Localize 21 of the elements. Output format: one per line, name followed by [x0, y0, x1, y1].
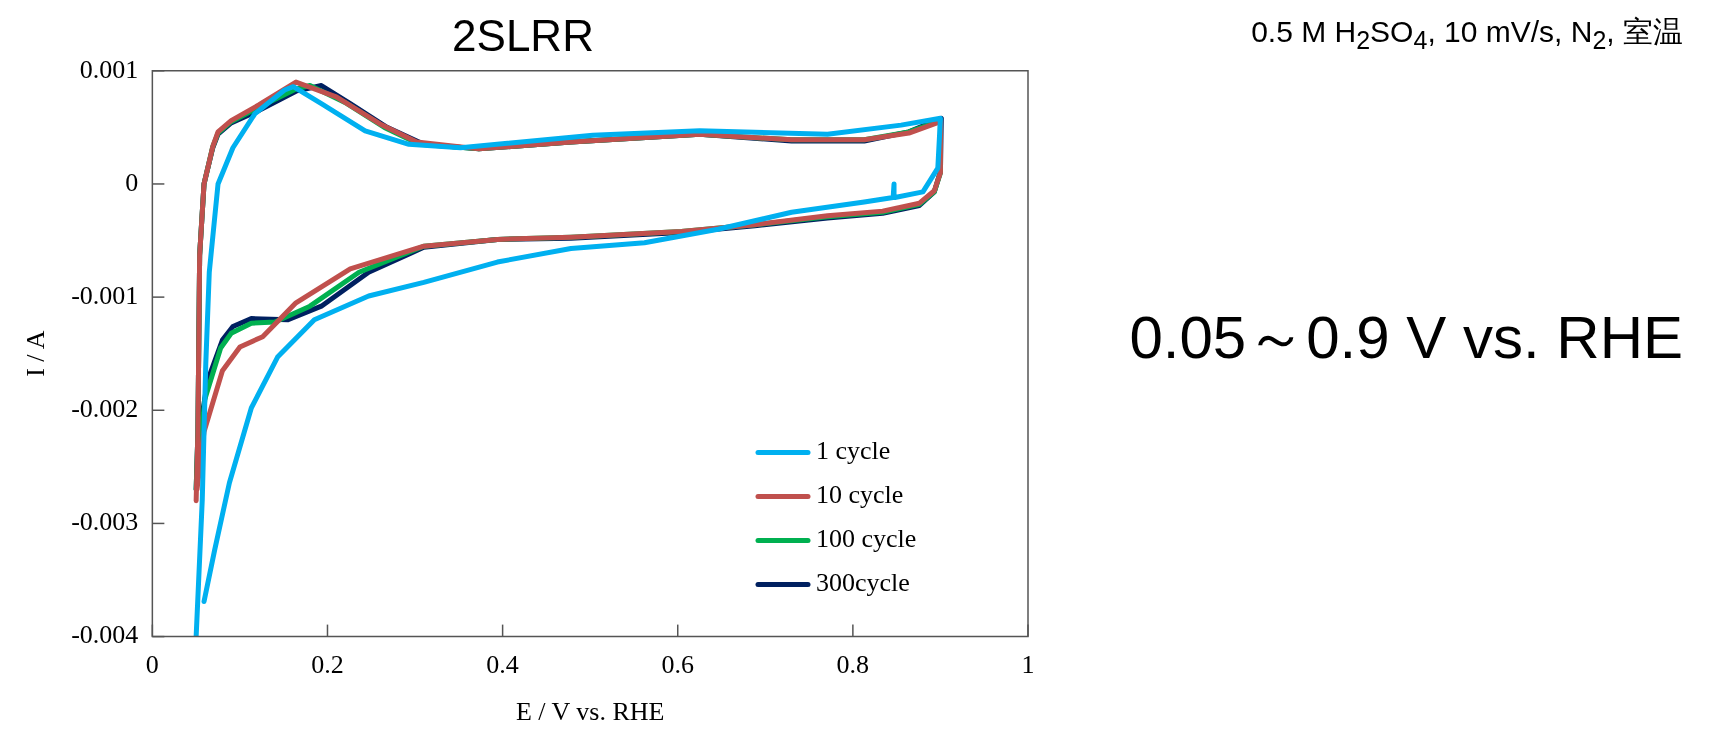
x-axis-title: E / V vs. RHE [515, 697, 665, 727]
y-tick-label: 0.001 [79, 54, 139, 84]
x-tick-label: 0.6 [661, 650, 694, 680]
legend-label: 100 cycle [816, 524, 917, 554]
x-tick-label: 0.2 [311, 650, 344, 680]
y-tick-label: 0 [125, 167, 139, 197]
legend-label: 10 cycle [816, 480, 904, 510]
legend-label: 1 cycle [816, 436, 891, 466]
y-tick-label: -0.003 [71, 507, 139, 537]
legend-label: 300cycle [816, 568, 910, 598]
chart-title: 2SLRR [452, 10, 594, 60]
y-tick-label: -0.001 [71, 280, 139, 310]
x-tick-label: 0.8 [836, 650, 870, 680]
text: 0.5 M H$_{2}$SO$_{4}$, 10 mV/s, N$_{2}$, 室温 [1251, 14, 1683, 55]
y-axis-title: I / A [21, 330, 51, 377]
text: 0.05～0.9 V vs. RHE [1129, 303, 1683, 373]
x-tick-label: 0.4 [486, 650, 519, 680]
y-tick-label: -0.002 [71, 394, 139, 424]
y-tick-label: -0.004 [71, 620, 139, 650]
x-tick-label: 0 [145, 650, 159, 680]
x-tick-label: 1 [1021, 650, 1035, 680]
